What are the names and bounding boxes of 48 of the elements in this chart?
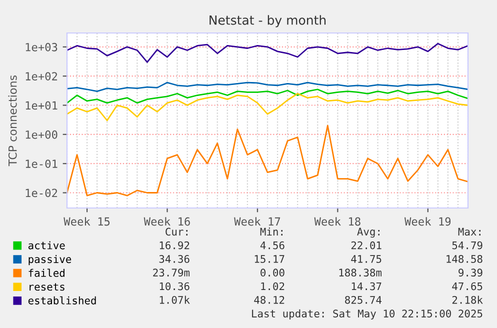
y-tick-label: 1e-01 bbox=[26, 160, 58, 168]
legend-label: established bbox=[28, 296, 96, 304]
legend-label: failed bbox=[28, 268, 64, 277]
text: Last update: Sat May 10 22:15:00 2025 bbox=[252, 309, 482, 320]
x-tick-label: Week 17 bbox=[234, 217, 280, 226]
text: 16.92 bbox=[160, 241, 190, 250]
x-tick-label: Week 15 bbox=[64, 217, 110, 226]
text: 14.37 bbox=[352, 282, 382, 290]
text: 1.02 bbox=[261, 282, 284, 290]
line-series bbox=[67, 92, 468, 122]
legend-label: passive bbox=[28, 255, 72, 266]
text: 0.00 bbox=[260, 268, 284, 277]
text: 54.79 bbox=[452, 241, 482, 250]
chart-title: Netstat - by month bbox=[210, 15, 326, 28]
text: Cur: bbox=[166, 228, 188, 236]
text: 34.36 bbox=[159, 255, 190, 263]
text: 1.07k bbox=[160, 296, 190, 304]
x-tick-label: Week 16 bbox=[144, 217, 190, 226]
line-series bbox=[67, 124, 468, 196]
text: Avg: bbox=[357, 228, 380, 238]
text: 2.18k bbox=[452, 296, 483, 304]
line-series bbox=[67, 42, 468, 63]
text: 15.17 bbox=[254, 255, 284, 263]
y-tick-label: 1e-02 bbox=[26, 188, 58, 198]
text: 41.75 bbox=[351, 255, 382, 263]
text: 4.56 bbox=[260, 241, 284, 250]
text: 48.12 bbox=[254, 296, 284, 304]
text: Max: bbox=[458, 228, 480, 236]
line-series bbox=[67, 82, 468, 92]
text: 148.58 bbox=[446, 255, 482, 263]
text: 188.38m bbox=[339, 268, 382, 277]
text: 23.79m bbox=[153, 268, 190, 277]
text: 825.74 bbox=[345, 296, 382, 304]
y-axis-title: TCP connections bbox=[8, 75, 17, 166]
line-series bbox=[67, 88, 468, 104]
y-tick-label: 1e+00 bbox=[26, 130, 58, 139]
x-tick-label: Week 18 bbox=[314, 217, 360, 226]
legend-label: resets bbox=[30, 283, 64, 291]
text: 22.01 bbox=[351, 241, 382, 250]
y-tick-label: 1e+03 bbox=[26, 42, 58, 52]
y-tick-label: 1e+02 bbox=[26, 72, 58, 80]
text: 10.36 bbox=[160, 282, 190, 290]
y-tick-label: 1e+01 bbox=[26, 101, 58, 110]
text: 47.65 bbox=[452, 282, 482, 290]
x-tick-label: Week 19 bbox=[404, 217, 451, 226]
legend-label: active bbox=[28, 241, 65, 250]
text: Min: bbox=[260, 228, 282, 236]
text: 9.39 bbox=[458, 268, 482, 277]
